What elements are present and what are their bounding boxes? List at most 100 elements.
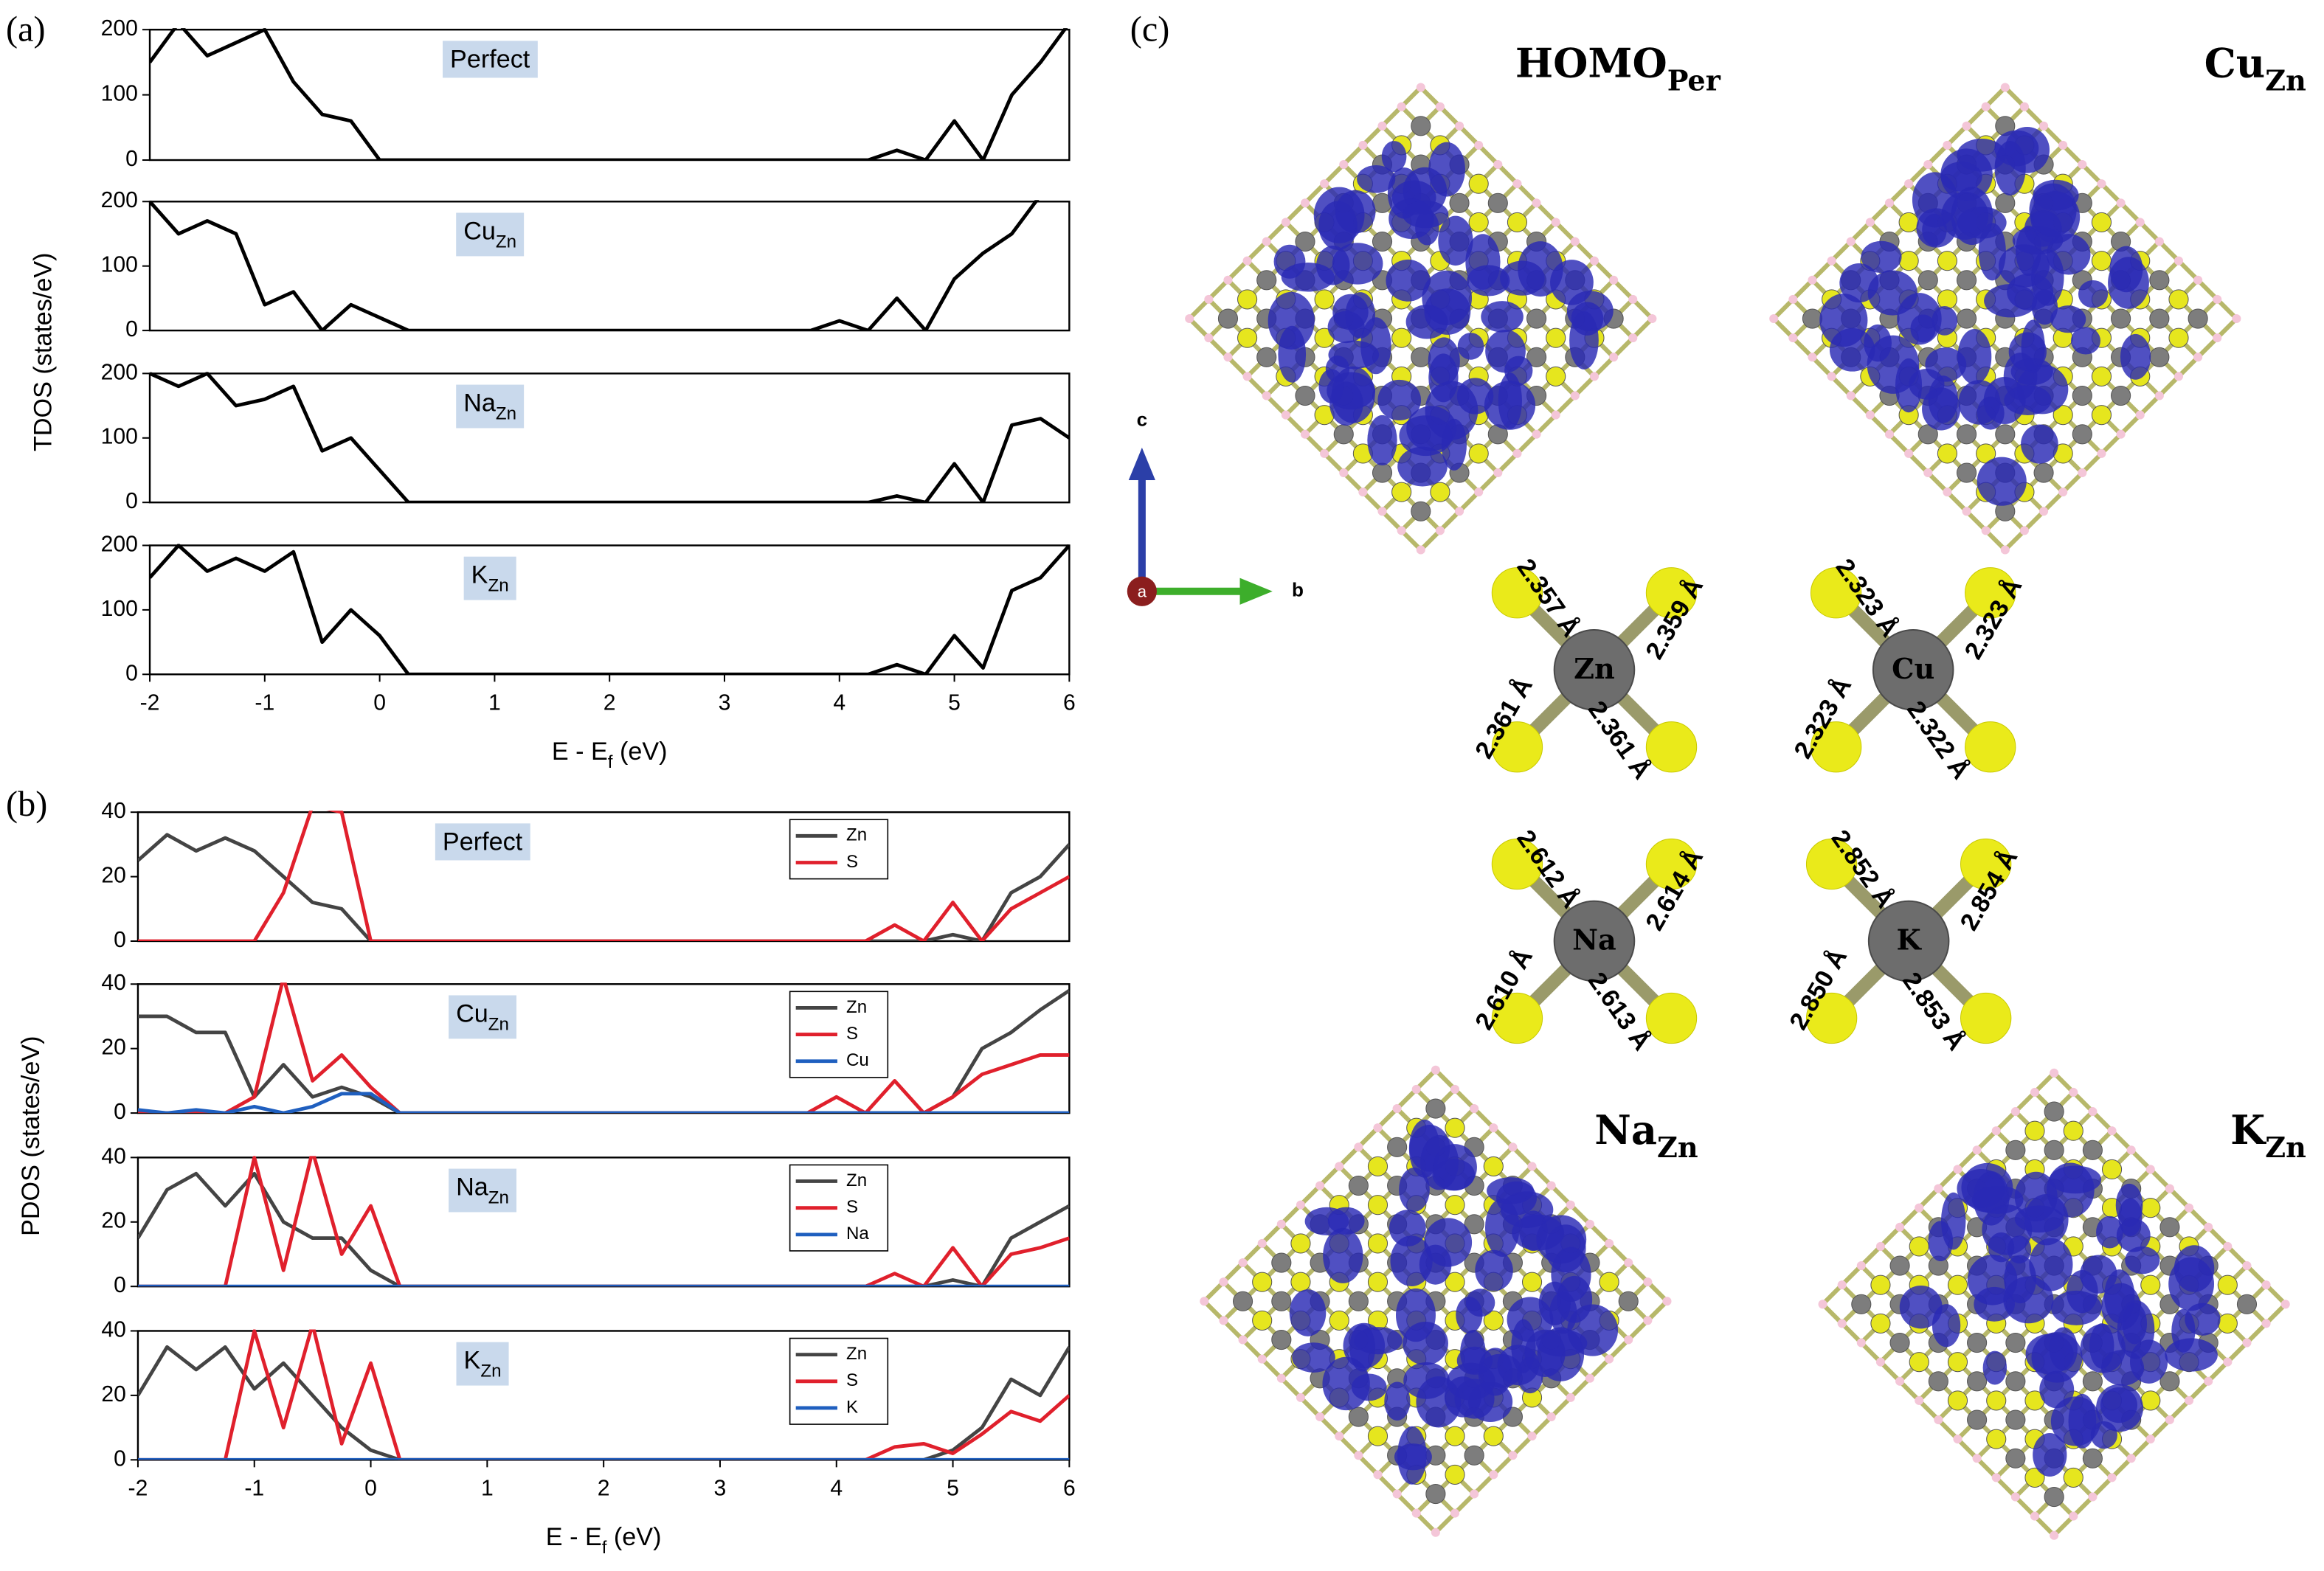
hydrogen: [1354, 1142, 1363, 1152]
hydrogen: [1262, 391, 1271, 400]
hydrogen: [1527, 1162, 1537, 1171]
hydrogen: [1605, 1354, 1614, 1364]
atom: [2140, 1198, 2161, 1218]
hydrogen: [2154, 391, 2164, 400]
bond-length: 2.322 Å: [1901, 696, 1976, 785]
panel-label: (b): [6, 785, 47, 824]
series-line: [137, 988, 1070, 1114]
bond: [1414, 1511, 1438, 1534]
y-tick-label: 0: [125, 317, 138, 341]
hydrogen: [2019, 526, 2029, 535]
annotation-box: [456, 384, 525, 429]
annotation-box: [449, 1168, 517, 1213]
atom: [1956, 424, 1977, 445]
bond: [2168, 1398, 2191, 1422]
hydrogen: [1546, 1181, 1556, 1190]
x-tick-label: -2: [128, 1476, 148, 1500]
hydrogen: [2050, 1530, 2059, 1540]
atom: [1967, 1332, 1988, 1353]
atom: [1618, 1291, 1639, 1311]
x-axis-label-part: E - E: [546, 1523, 602, 1551]
legend-label: Zn: [846, 825, 867, 845]
bond: [1607, 1241, 1630, 1265]
annotation-box: [463, 556, 516, 600]
bond: [1588, 1357, 1611, 1380]
isosurface: [1487, 1177, 1535, 1204]
x-tick-label: 1: [481, 1476, 494, 1500]
atom: [1917, 424, 1938, 445]
isosurface: [1397, 1426, 1427, 1485]
series-line: [137, 1156, 1070, 1287]
bond: [1859, 1341, 1883, 1364]
bond: [2226, 1244, 2249, 1268]
x-tick-label: 3: [714, 1476, 727, 1500]
isosurface: [1399, 1168, 1430, 1212]
hydrogen: [1397, 102, 1406, 111]
bond: [1975, 1129, 1998, 1152]
bond: [1318, 1165, 1341, 1187]
annotation-part: Na: [463, 389, 496, 417]
hydrogen: [2069, 1511, 2078, 1521]
hydrogen: [1609, 353, 1619, 362]
bond: [1265, 221, 1287, 243]
bond: [1840, 1263, 1863, 1287]
atom: [1445, 1464, 1465, 1485]
bond: [1878, 1360, 1902, 1383]
atom-label: Na: [1572, 924, 1616, 957]
bond: [1284, 413, 1307, 436]
bond: [2207, 1225, 2230, 1249]
hydrogen: [2097, 448, 2106, 458]
atom: [1252, 1310, 1273, 1331]
bond: [2091, 1109, 2114, 1133]
atom: [1947, 1352, 1968, 1373]
isosurface: [1475, 1249, 1513, 1291]
hydrogen: [1875, 1241, 1885, 1251]
atom: [2052, 405, 2073, 426]
hydrogen: [2145, 1165, 2155, 1174]
bond: [1298, 1184, 1322, 1207]
isosurface: [1977, 457, 2027, 506]
atom: [2140, 1275, 2161, 1295]
atom: [2168, 289, 2189, 310]
annotation-box: [435, 823, 530, 861]
sulfur: [1645, 838, 1698, 890]
isosurface: [1984, 284, 2038, 318]
atom: [1967, 1409, 1988, 1430]
legend-box: [789, 819, 889, 880]
atom: [1468, 212, 1489, 232]
isosurface: [1928, 1221, 1954, 1262]
bond: [2110, 1129, 2133, 1152]
bond: [1984, 529, 2007, 552]
bond: [1573, 240, 1597, 263]
isosurface: [2096, 1384, 2143, 1432]
bond: [2022, 510, 2046, 533]
x-tick-label: 5: [947, 1476, 959, 1500]
atom: [1387, 1137, 1408, 1157]
hydrogen: [1508, 1142, 1518, 1152]
hydrogen: [1281, 410, 1290, 420]
bond: [2138, 394, 2161, 417]
x-axis-label-part: f: [608, 752, 613, 772]
bond: [1511, 1145, 1534, 1168]
hydrogen: [2088, 1492, 2098, 1502]
y-tick-label: 20: [101, 864, 126, 888]
plot-frame: [136, 1156, 1071, 1288]
bond: [1535, 201, 1557, 224]
isosurface: [1432, 1144, 1477, 1191]
bond: [2081, 451, 2103, 475]
hydrogen: [2154, 237, 2164, 246]
y-tick-label: 20: [101, 1382, 126, 1407]
atom: [2140, 1390, 2161, 1411]
bond: [1376, 1106, 1399, 1130]
isosurface: [2021, 424, 2058, 464]
structure-title-part: Na: [1594, 1106, 1657, 1154]
x-axis-label-part: (eV): [612, 738, 667, 766]
hydrogen: [2223, 1241, 2233, 1251]
bond: [1917, 1187, 1940, 1210]
bond: [1878, 1225, 1902, 1249]
isosurface: [1977, 396, 2005, 430]
axis-label: c: [1137, 409, 1148, 431]
x-tick-label: -1: [255, 690, 274, 715]
atom: [2168, 327, 2189, 348]
annotation-box: [456, 212, 525, 257]
